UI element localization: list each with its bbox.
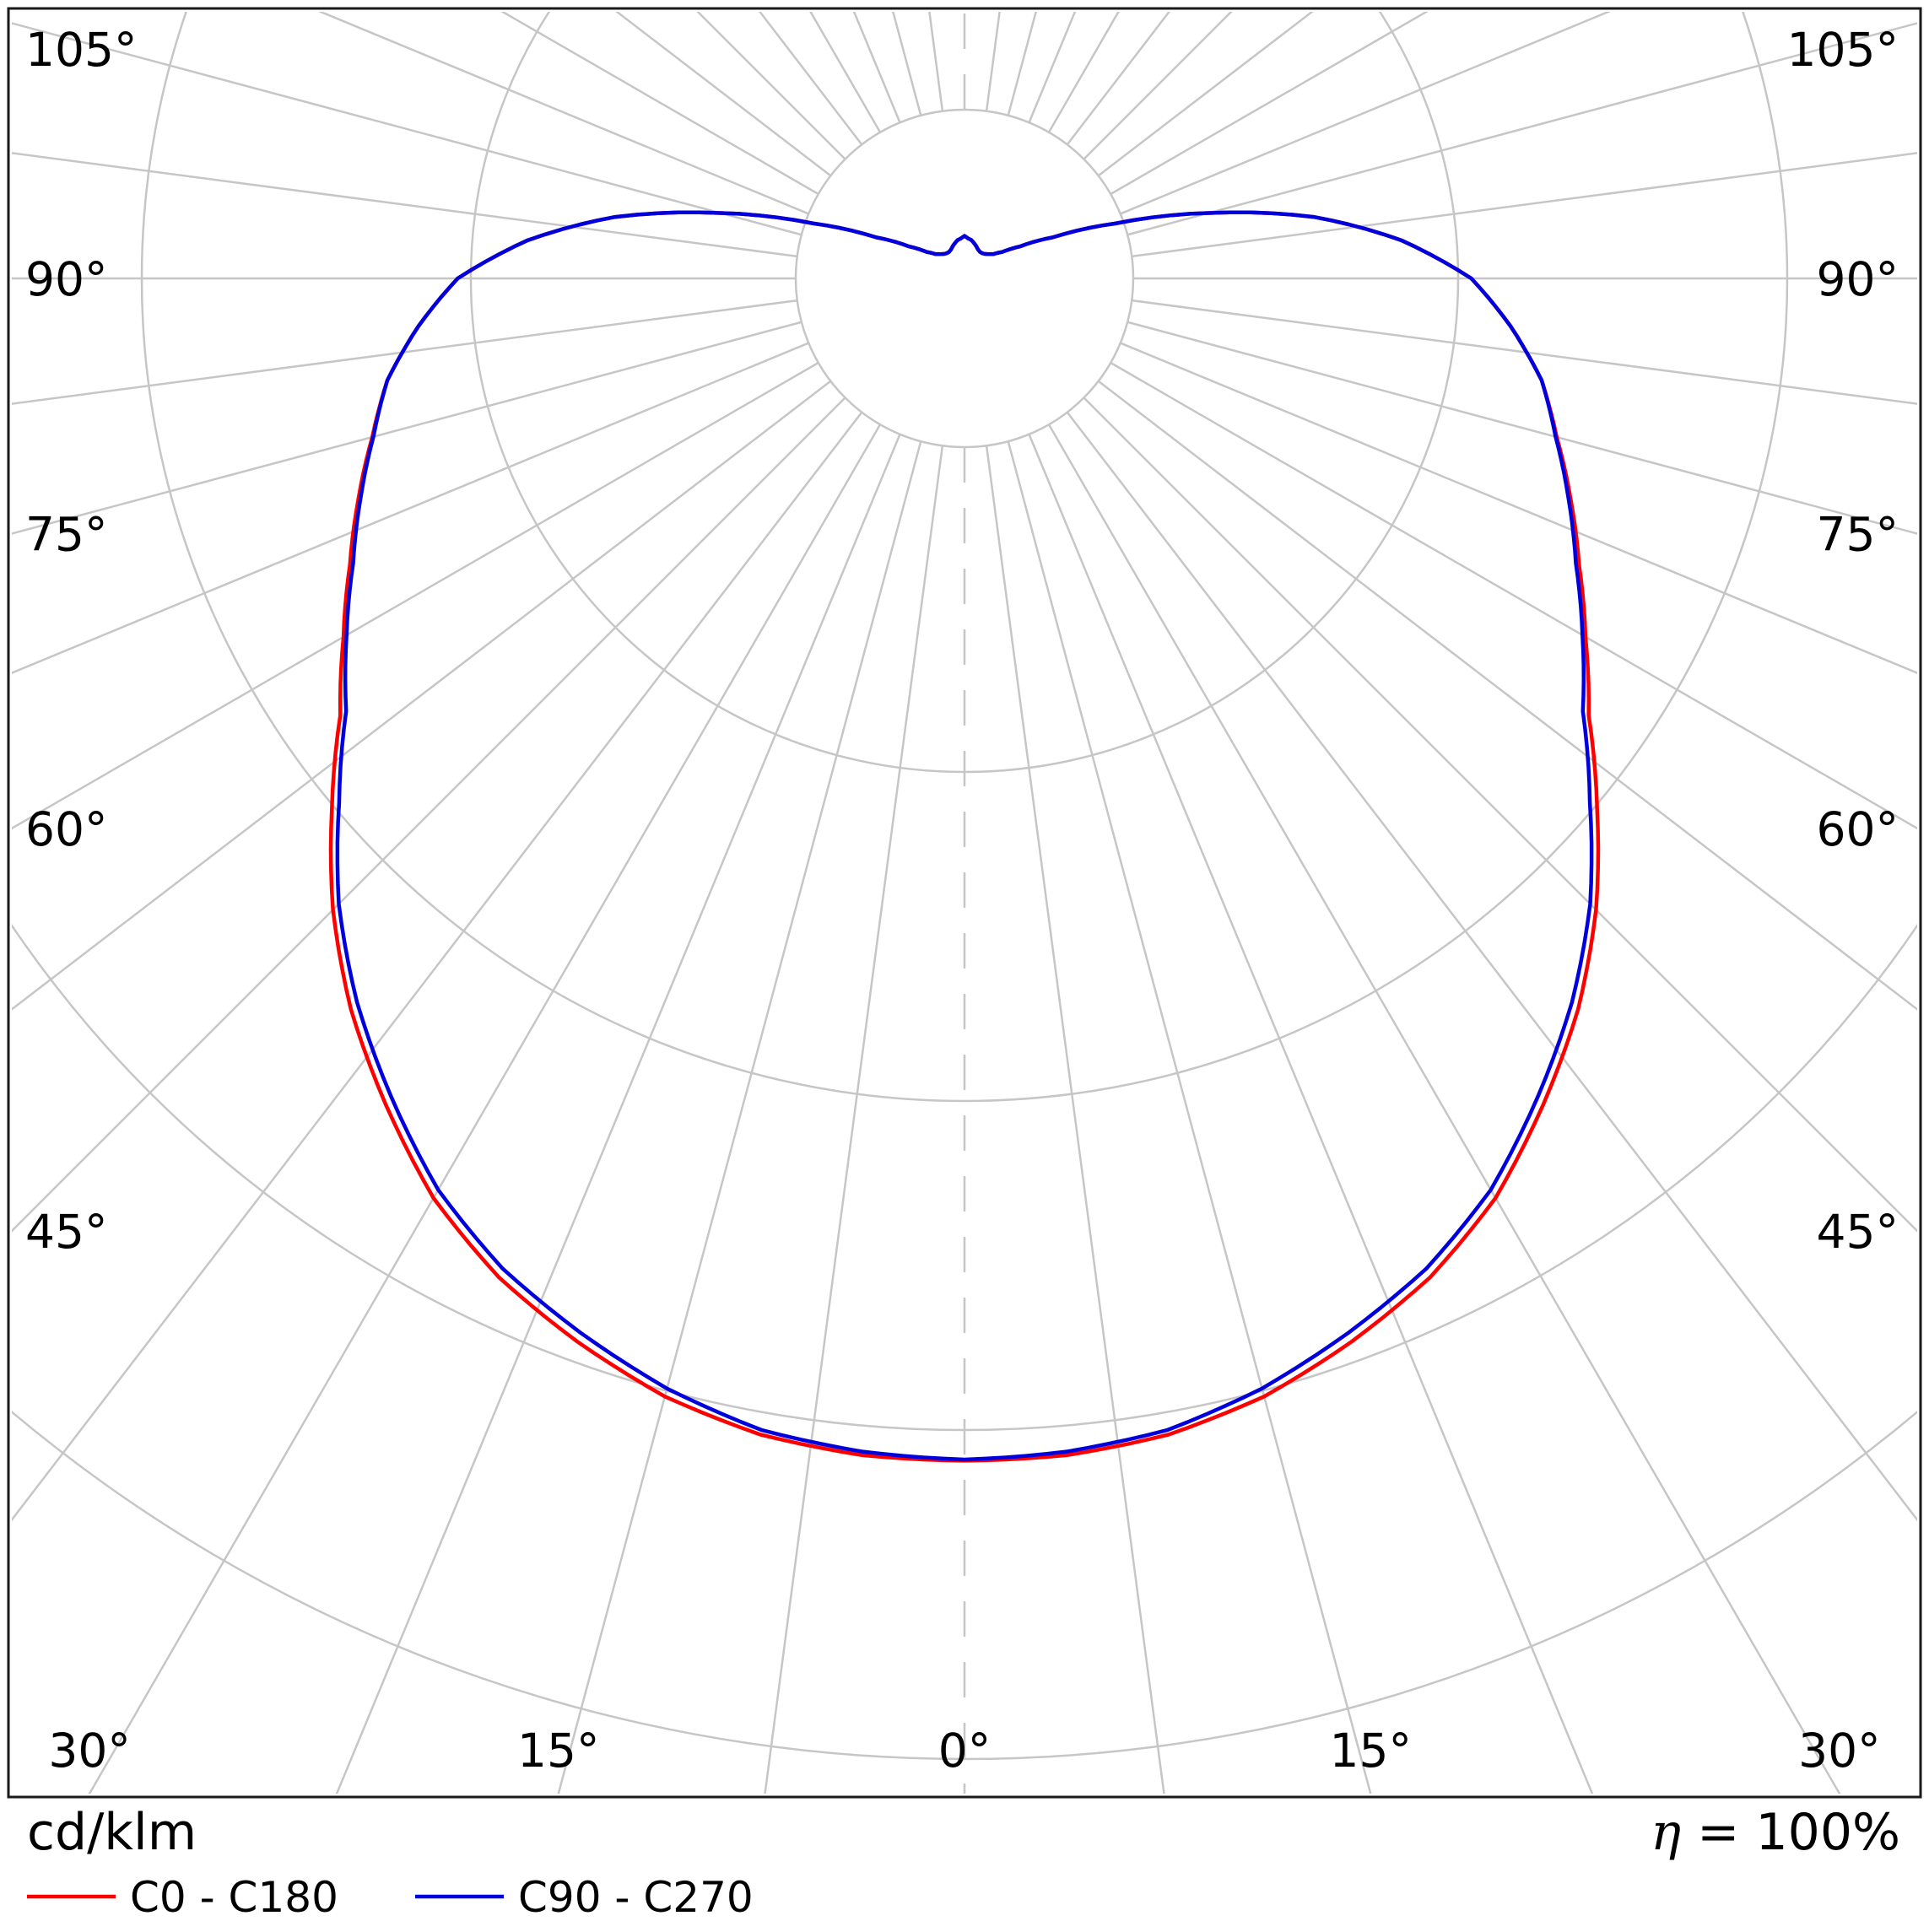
gamma-gridline: [764, 445, 944, 1794]
gamma-gridline: [1127, 22, 1917, 236]
curve-c90-c270: [335, 210, 1594, 1462]
efficiency-label: η = 100%: [1651, 1803, 1900, 1862]
gamma-label: 45°: [25, 1205, 108, 1259]
efficiency-value: = 100%: [1681, 1803, 1900, 1862]
gamma-label: 45°: [1817, 1205, 1899, 1259]
gamma-gridline: [317, 12, 809, 215]
gamma-gridline: [12, 397, 846, 1233]
gamma-label: 30°: [48, 1724, 131, 1778]
gamma-gridline: [1127, 321, 1917, 535]
gamma-gridline: [1097, 380, 1917, 1011]
gamma-gridline: [12, 342, 809, 675]
gamma-gridline: [12, 22, 802, 236]
eta-symbol: η: [1651, 1803, 1681, 1862]
gamma-gridline: [1047, 424, 1841, 1794]
gamma-label: 60°: [1817, 802, 1899, 856]
gamma-gridline: [1083, 397, 1917, 1233]
gamma-gridline: [985, 445, 1165, 1794]
gamma-gridline: [12, 321, 802, 535]
gamma-gridline: [12, 411, 863, 1522]
gamma-gridline: [1007, 440, 1372, 1794]
gamma-label: 90°: [25, 252, 108, 306]
gamma-gridline: [1132, 299, 1917, 405]
gamma-gridline: [335, 434, 901, 1794]
gamma-gridline: [557, 440, 922, 1794]
gamma-label: 75°: [1817, 508, 1899, 562]
legend-label-0: C0 - C180: [130, 1873, 338, 1922]
units-label: cd/klm: [27, 1803, 197, 1862]
gamma-gridline: [12, 299, 797, 405]
gamma-label: 15°: [1329, 1724, 1412, 1778]
gamma-gridline: [12, 152, 797, 258]
gamma-gridline: [1110, 361, 1917, 830]
gamma-label: 30°: [1798, 1724, 1881, 1778]
gamma-gridline: [500, 12, 819, 196]
gamma-label: 105°: [25, 23, 137, 77]
gamma-gridline: [1120, 342, 1917, 675]
gamma-gridline: [12, 361, 819, 830]
gamma-gridline: [1120, 12, 1612, 215]
gamma-label: 90°: [1817, 252, 1899, 306]
curves: [328, 210, 1601, 1463]
gamma-gridline: [1110, 12, 1429, 196]
legend-label-1: C90 - C270: [518, 1873, 754, 1922]
gamma-gridline: [88, 424, 882, 1794]
gamma-gridline: [1132, 152, 1917, 258]
gamma-label: 0°: [938, 1724, 992, 1778]
gamma-gridline: [1066, 411, 1917, 1522]
intensity-ring: [12, 1410, 1917, 1760]
gamma-label: 60°: [25, 802, 108, 856]
gamma-label: 75°: [25, 508, 108, 562]
gamma-gridline: [1028, 434, 1594, 1794]
gamma-label: 15°: [517, 1724, 600, 1778]
gamma-gridline: [12, 380, 832, 1011]
gamma-label: 105°: [1787, 23, 1899, 77]
